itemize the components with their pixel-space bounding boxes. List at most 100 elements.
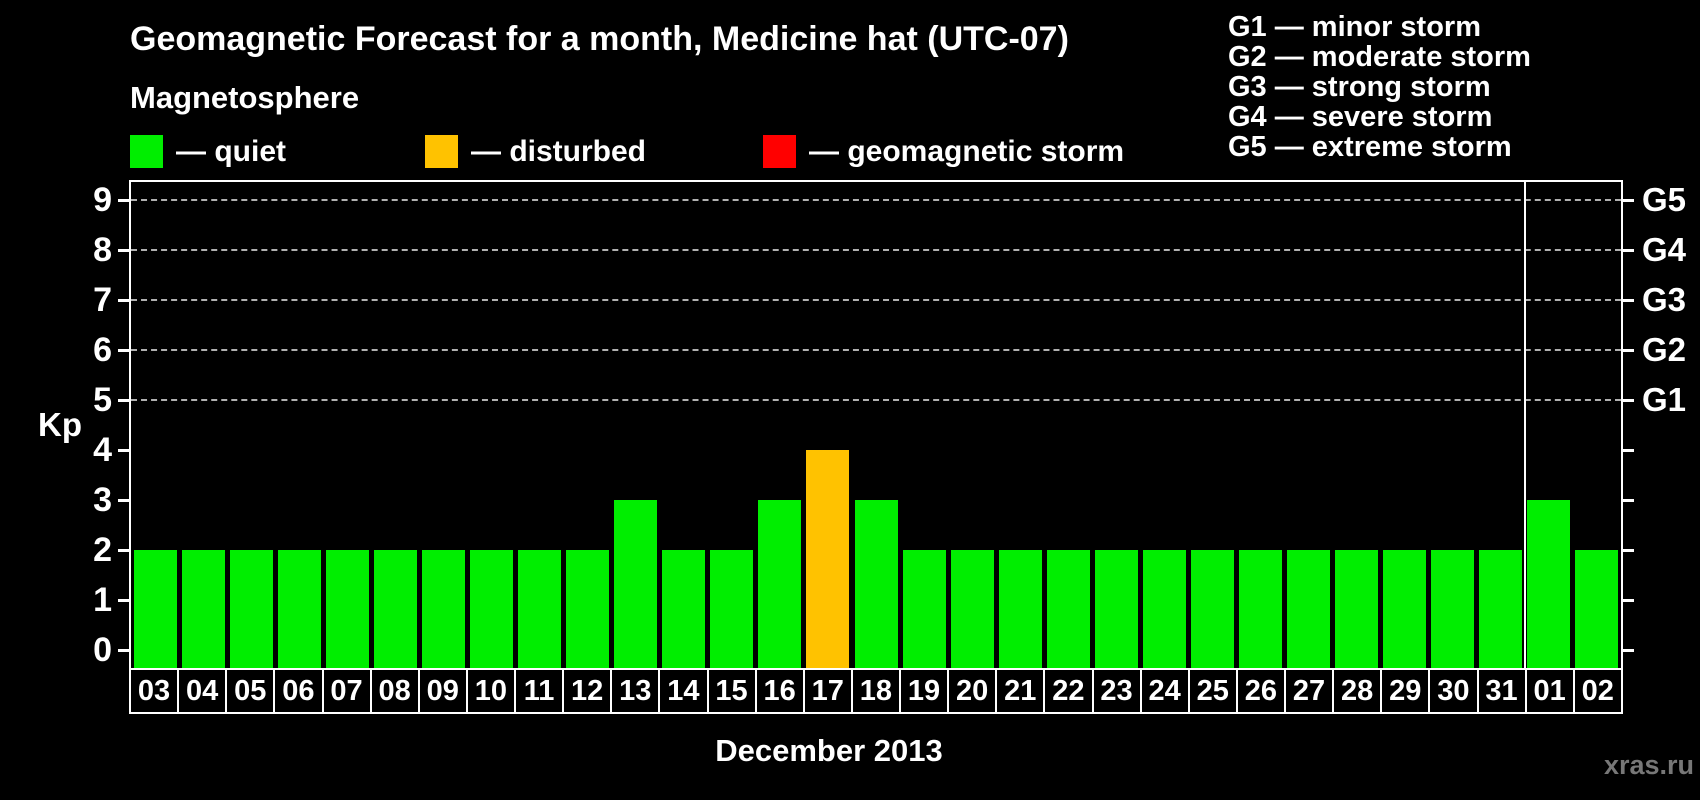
gridline-kp8 [131,249,1621,251]
y-tick-label-4: 4 [93,431,112,469]
legend-label-storm: — geomagnetic storm [809,134,1125,168]
bar-day-11 [518,550,562,668]
bar-day-08 [373,550,417,668]
bar-day-05 [229,550,273,668]
day-label-30: 30 [1430,670,1479,712]
y-tick-label-1: 1 [93,581,112,619]
day-label-10: 10 [468,670,516,712]
right-tick-kp8 [1623,249,1634,252]
y-tick-label-9: 9 [93,181,112,219]
left-tick-kp4 [118,449,129,452]
bar-day-26 [1239,550,1283,668]
storm-swatch-icon [763,135,797,168]
bar-day-02 [1575,550,1619,668]
left-tick-kp5 [118,399,129,402]
day-label-20: 20 [949,670,998,712]
gridline-kp9 [131,199,1621,201]
storm-scale-line-g4: G4 — severe storm [1228,101,1493,133]
bar-day-12 [566,550,610,668]
right-tick-kp7 [1623,299,1634,302]
g-scale-label-g2: G2 [1642,331,1687,368]
bar-day-16 [758,500,802,668]
day-label-13: 13 [612,670,661,712]
left-tick-kp3 [118,499,129,502]
y-tick-label-8: 8 [93,231,112,269]
gridline-kp5 [131,399,1621,401]
bar-day-10 [469,550,513,668]
y-tick-label-6: 6 [93,331,112,369]
day-label-03: 03 [131,670,180,712]
bar-day-23 [1094,550,1138,668]
legend-label-quiet: — quiet [176,134,286,168]
right-tick-kp4 [1623,449,1634,452]
bar-day-24 [1142,550,1186,668]
day-label-22: 22 [1045,670,1094,712]
bar-day-14 [662,550,706,668]
day-label-09: 09 [420,670,468,712]
bar-day-29 [1383,550,1427,668]
magnetosphere-subtitle: Magnetosphere [130,80,360,115]
day-label-05: 05 [227,670,276,712]
legend-label-disturbed: — disturbed [471,134,647,168]
day-label-18: 18 [853,670,901,712]
bar-day-18 [854,500,898,668]
g-scale-label-g1: G1 [1642,381,1687,418]
right-tick-kp6 [1623,349,1634,352]
bar-day-01 [1527,500,1571,668]
bar-day-03 [133,550,177,668]
g-scale-label-g4: G4 [1642,231,1687,268]
left-tick-kp0 [118,649,129,652]
bar-day-30 [1431,550,1475,668]
right-tick-kp5 [1623,399,1634,402]
quiet-swatch-icon [130,135,163,168]
bar-day-06 [277,550,321,668]
y-tick-label-3: 3 [93,481,112,519]
right-tick-kp1 [1623,599,1634,602]
day-label-15: 15 [709,670,757,712]
storm-scale-legend: G1 — minor storm G2 — moderate storm G3 … [1228,12,1531,162]
month-boundary-line [1523,182,1526,668]
bar-day-31 [1479,550,1523,668]
day-label-31: 31 [1479,670,1527,712]
day-label-08: 08 [372,670,420,712]
bar-day-22 [1046,550,1090,668]
day-label-07: 07 [324,670,372,712]
bar-day-07 [325,550,369,668]
storm-scale-line-g3: G3 — strong storm [1228,71,1491,103]
day-label-28: 28 [1334,670,1383,712]
storm-scale-line-g2: G2 — moderate storm [1228,41,1531,73]
bar-day-20 [950,550,994,668]
left-tick-kp1 [118,599,129,602]
y-tick-label-2: 2 [93,531,112,569]
chart-title: Geomagnetic Forecast for a month, Medici… [130,20,1069,58]
day-label-21: 21 [997,670,1046,712]
y-tick-label-0: 0 [93,631,112,669]
day-label-24: 24 [1142,670,1190,712]
bar-day-25 [1190,550,1234,668]
legend-item-storm: — geomagnetic storm [763,135,1124,169]
right-tick-kp9 [1623,199,1634,202]
day-label-19: 19 [901,670,950,712]
storm-scale-line-g1: G1 — minor storm [1228,11,1481,43]
bar-day-21 [998,550,1042,668]
day-label-06: 06 [275,670,324,712]
day-label-12: 12 [564,670,613,712]
day-label-04: 04 [179,670,228,712]
left-tick-kp9 [118,199,129,202]
day-label-26: 26 [1238,670,1286,712]
day-label-27: 27 [1286,670,1335,712]
condition-legend: — quiet — disturbed — geomagnetic storm [130,135,1124,168]
storm-scale-line-g5: G5 — extreme storm [1228,131,1512,163]
day-label-row: 03 04 05 06 07 08 09 10 11 12 13 14 15 16 17 18 19 20 21 22… [129,668,1623,714]
watermark: xras.ru [1603,750,1694,780]
legend-item-disturbed: — disturbed [425,135,646,169]
y-tick-label-5: 5 [93,381,112,419]
right-tick-kp2 [1623,549,1634,552]
bar-day-17 [806,450,850,668]
bar-day-04 [181,550,225,668]
bar-day-19 [902,550,946,668]
day-label-14: 14 [660,670,709,712]
day-label-23: 23 [1094,670,1142,712]
g-scale-label-g5: G5 [1642,181,1687,218]
